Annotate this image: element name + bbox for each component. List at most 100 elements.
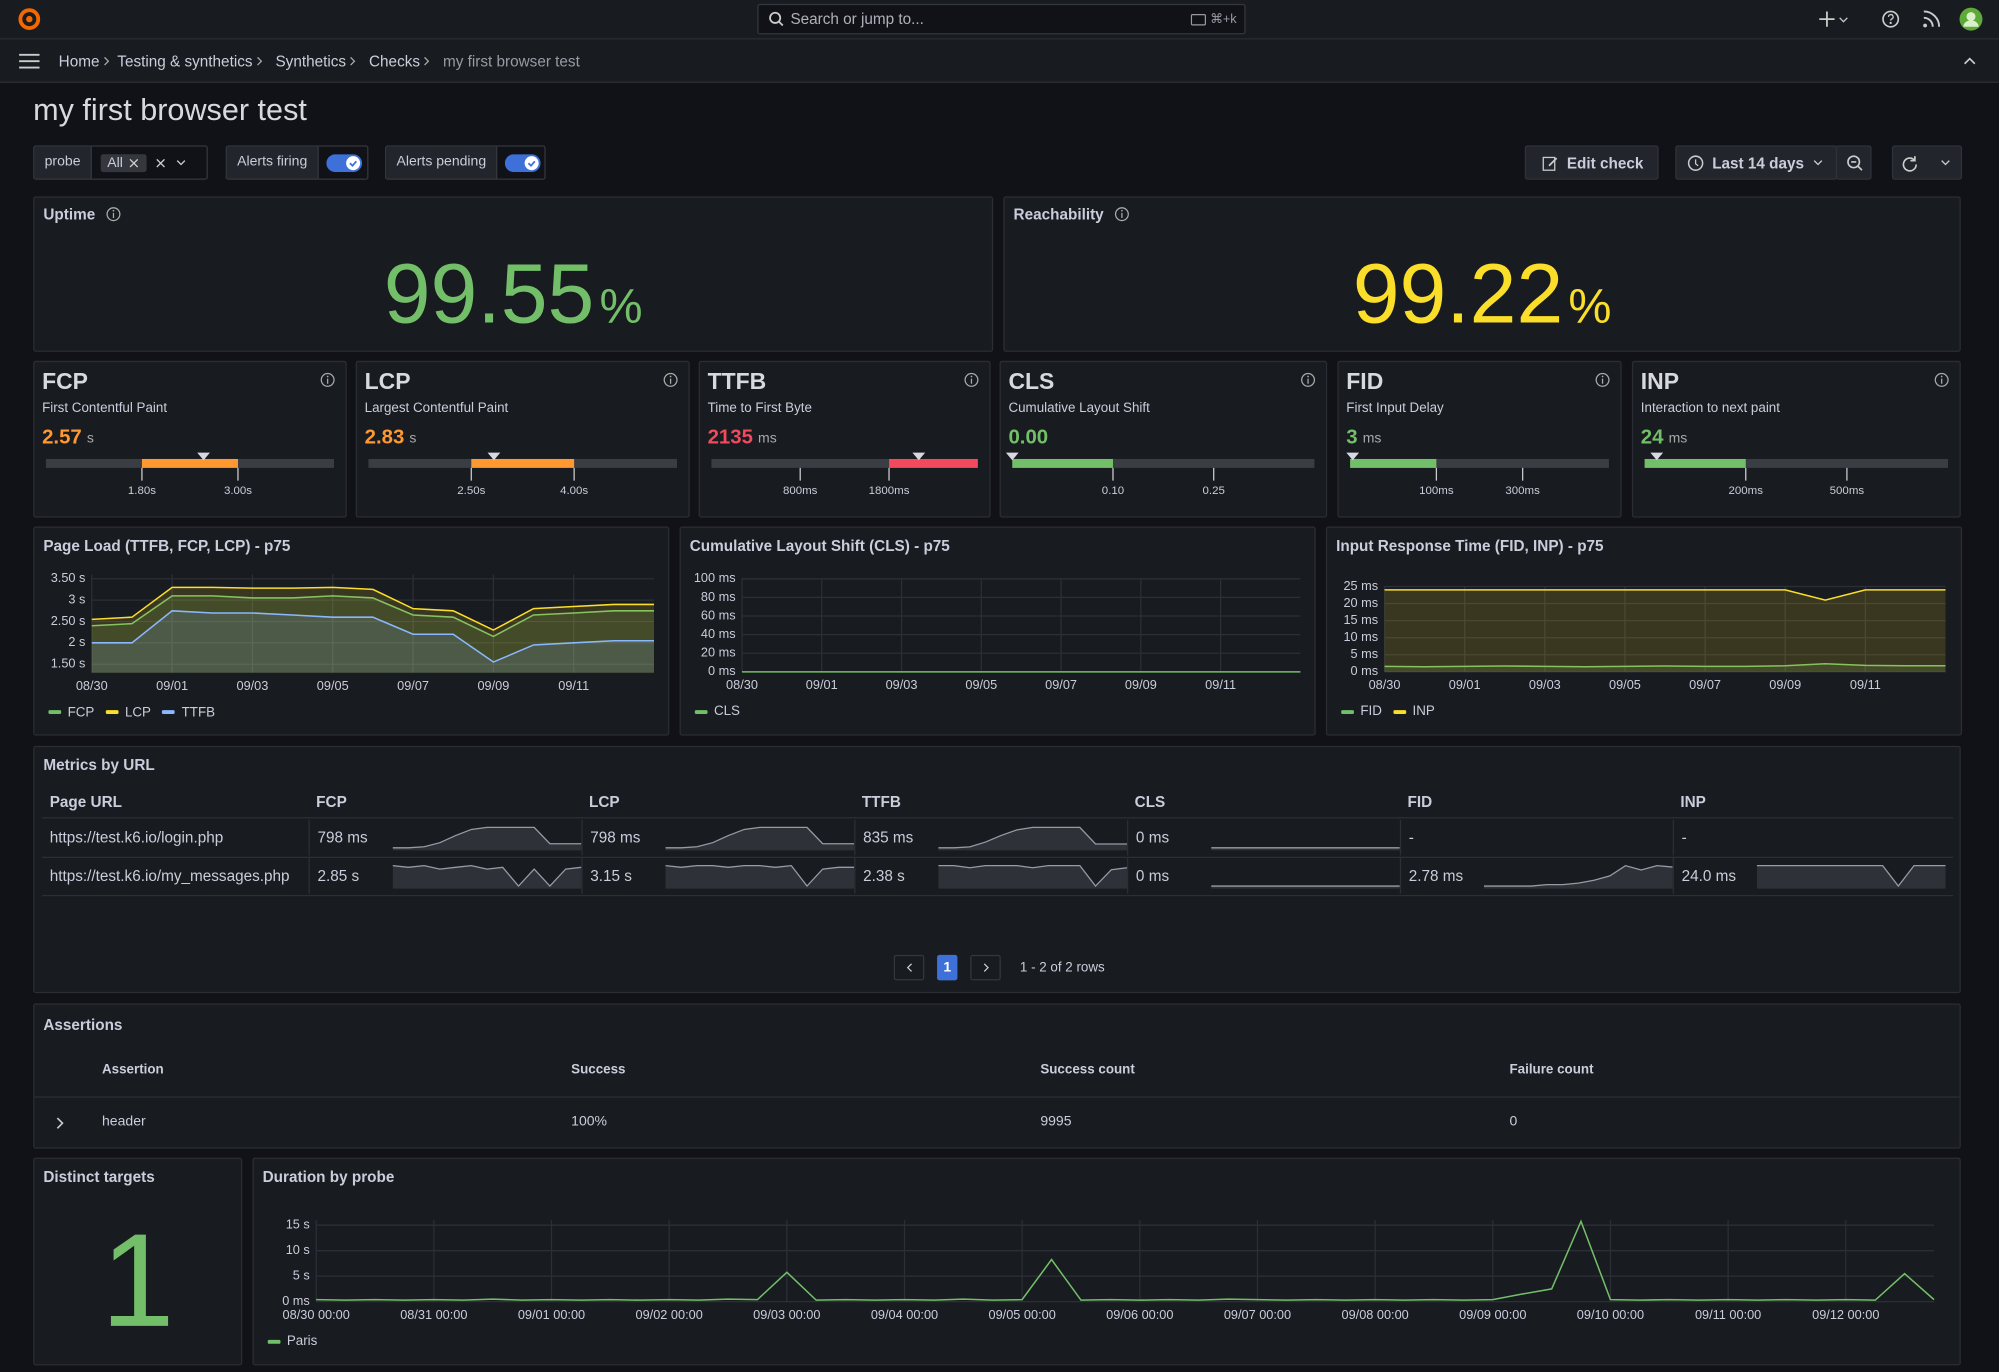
toggle[interactable] [505, 153, 541, 172]
gauge-band [141, 458, 238, 468]
x-tick-label: 09/08 00:00 [1341, 1307, 1408, 1322]
crumb[interactable]: Testing & synthetics [117, 52, 253, 71]
page-title: my first browser test [33, 93, 307, 128]
toggle[interactable] [326, 153, 363, 172]
vital-panel: INP Interaction to next paint 24 ms 200ms 500… [1631, 360, 1961, 518]
info-circle [1934, 372, 1949, 387]
y-tick-label: 25 ms [1343, 578, 1378, 593]
stat-panel: Distinct targets 1 [33, 1157, 243, 1366]
sparkline [392, 826, 582, 851]
page-prev[interactable] [893, 954, 925, 981]
crumb-current: my first browser test [442, 52, 580, 71]
keyboard-icon [1190, 13, 1207, 25]
menu-icon[interactable] [18, 52, 41, 70]
crumb[interactable]: Synthetics [275, 52, 347, 71]
page-current[interactable]: 1 [937, 954, 958, 981]
y-tick-label: 3 s [68, 591, 85, 606]
x-tick-label: 09/10 00:00 [1577, 1307, 1644, 1322]
filter-chip[interactable]: All [100, 153, 148, 172]
zoom-out-button[interactable] [1835, 145, 1872, 180]
info-dot [1601, 375, 1604, 378]
page-next[interactable] [970, 954, 1001, 981]
alerts-pending-toggle[interactable]: Alerts pending [385, 145, 546, 180]
vital-value-row: 2135 ms [708, 427, 777, 450]
search[interactable]: Search or jump to... ⌘+k [757, 3, 1246, 35]
cell-url: https://test.k6.io/login.php [49, 828, 224, 847]
crumb[interactable]: Home [58, 52, 100, 71]
gauge-marker [1650, 452, 1664, 461]
crumb[interactable]: Checks [369, 52, 421, 71]
x-tick-label: 09/05 [317, 678, 349, 693]
gauge-marker [487, 452, 501, 461]
search-icon [769, 11, 784, 27]
series-area [1384, 663, 1946, 672]
x-tick-label: 09/06 00:00 [1106, 1307, 1173, 1322]
info-dot [669, 375, 672, 378]
gauge: 0.10 0.25 [1005, 452, 1315, 497]
legend-swatch [48, 710, 62, 715]
expand-row[interactable] [54, 1117, 67, 1130]
edit-check-button[interactable]: Edit check [1524, 145, 1659, 180]
sparkline [665, 826, 855, 851]
panel-title: Reachability [1013, 205, 1104, 224]
news-icon[interactable] [1921, 9, 1941, 29]
time-range-picker[interactable]: Last 14 days [1675, 145, 1838, 180]
vital-unit: s [86, 430, 94, 447]
x-tick-label: 09/07 00:00 [1224, 1307, 1291, 1322]
legend-swatch [162, 710, 176, 715]
x-tick-label: 09/11 [1850, 677, 1881, 692]
vital-panel: FCP First Contentful Paint 2.57 s 1.80s 3.00s [33, 360, 347, 518]
gauge-tick-label: 200ms [1729, 485, 1764, 497]
x-tick-label: 09/03 [886, 677, 918, 692]
gauge-tick-label: 800ms [783, 485, 818, 497]
x-tick-label: 09/01 [806, 677, 838, 692]
sparkline-area [938, 865, 1128, 889]
y-tick-label: 0 ms [708, 663, 736, 678]
cell-text: 0 ms [1135, 866, 1170, 885]
cell-url: https://test.k6.io/my_messages.php [49, 866, 290, 885]
collapse-icon[interactable] [1962, 55, 1977, 68]
vital-panel: TTFB Time to First Byte 2135 ms 800ms 1800ms [698, 360, 991, 518]
legend: FCP LCP TTFB [48, 705, 215, 720]
probe-filter[interactable]: probe All [33, 145, 208, 180]
gauge-track [711, 458, 978, 468]
cell-separator [581, 858, 583, 894]
gauge-tick-label: 300ms [1505, 485, 1540, 497]
add-menu[interactable] [1818, 9, 1849, 29]
gauge-tick-label: 3.00s [224, 485, 252, 497]
vital-name: CLS [1008, 368, 1055, 394]
legend-swatch [267, 1339, 281, 1344]
button-text: Edit check [1566, 153, 1644, 172]
sparkline-area [665, 865, 855, 889]
gauge: 2.50s 4.00s [368, 452, 677, 497]
gauge: 200ms 500ms [1644, 452, 1949, 497]
x-tick-label: 08/30 00:00 [283, 1307, 350, 1322]
chevron-path [983, 963, 989, 972]
row-rule [42, 856, 1954, 859]
gauge: 800ms 1800ms [711, 452, 978, 497]
gauge-tick-label: 100ms [1419, 485, 1454, 497]
legend: CLS [694, 704, 740, 719]
x-tick-label: 09/09 [1125, 677, 1157, 692]
help-icon[interactable] [1880, 9, 1900, 29]
series-line [1384, 589, 1946, 601]
cell-separator [1399, 819, 1402, 856]
legend-swatch [1341, 709, 1354, 714]
vital-name: FID [1346, 368, 1384, 394]
logo[interactable] [17, 6, 42, 31]
avatar[interactable] [1958, 6, 1983, 31]
vital-unit: ms [1362, 430, 1382, 447]
alerts-firing-toggle[interactable]: Alerts firing [225, 145, 369, 180]
refresh-button[interactable] [1891, 145, 1963, 180]
stat-unit: % [1568, 280, 1612, 335]
panel-title: Metrics by URL [43, 756, 155, 774]
series-area [1384, 589, 1946, 672]
x-tick-label: 09/09 00:00 [1459, 1307, 1526, 1322]
sparkline-area [392, 827, 582, 851]
legend: FID INP [1341, 704, 1435, 719]
clear-and-open[interactable] [155, 156, 191, 169]
vital-panel: LCP Largest Contentful Paint 2.83 s 2.50s 4.0… [355, 360, 690, 518]
series-line [91, 595, 655, 638]
y-tick-label: 0 ms [1351, 663, 1379, 678]
sparkline-area [1483, 865, 1673, 889]
